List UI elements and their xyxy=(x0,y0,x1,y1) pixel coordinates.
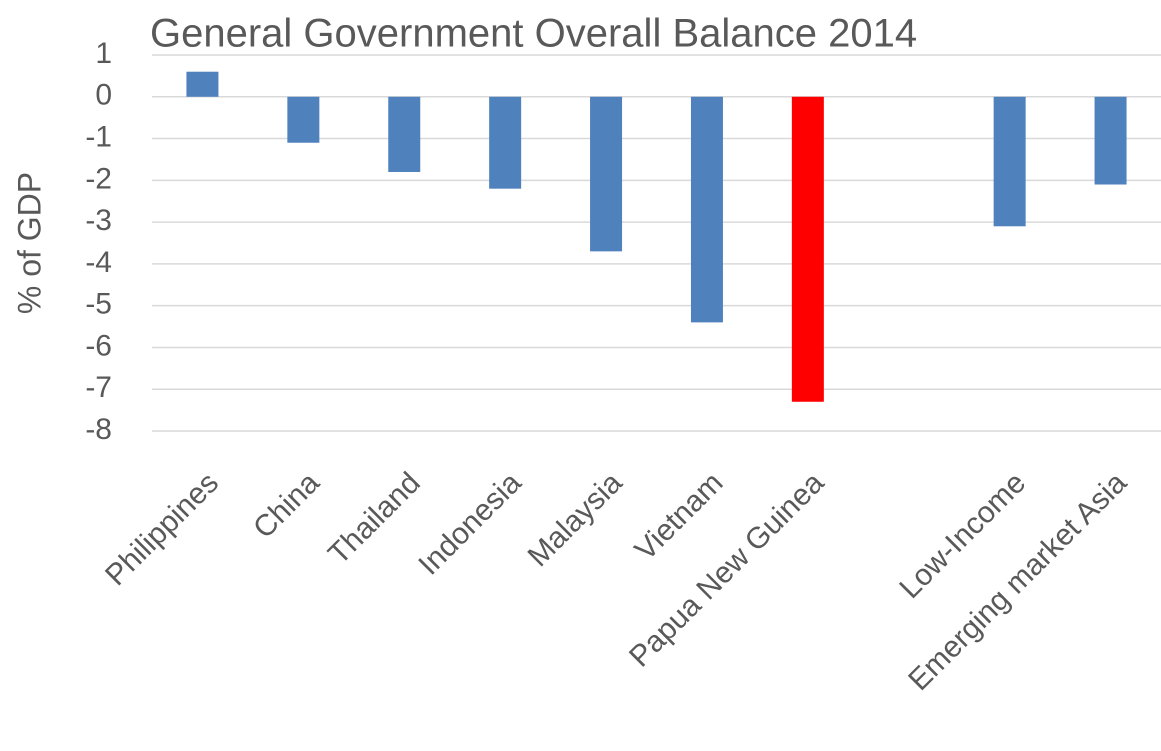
y-tick-label: 0 xyxy=(95,79,112,112)
bar xyxy=(287,96,320,143)
bar xyxy=(993,96,1026,227)
y-tick-label: -3 xyxy=(85,204,112,237)
x-tick-label: Thailand xyxy=(322,466,427,571)
bar xyxy=(489,96,522,189)
x-tick-label: Indonesia xyxy=(412,466,528,582)
x-tick-label: Philippines xyxy=(99,466,225,592)
x-tick-label: China xyxy=(247,466,326,545)
bar xyxy=(791,96,824,402)
x-tick-label: Papua New Guinea xyxy=(623,466,831,674)
y-tick-label: -5 xyxy=(85,288,112,321)
y-tick-label: -4 xyxy=(85,246,112,279)
x-tick-label: Malaysia xyxy=(522,466,629,573)
x-tick-label: Vietnam xyxy=(629,466,730,567)
y-tick-label: -1 xyxy=(85,120,112,153)
y-tick-label: -7 xyxy=(85,371,112,404)
bar xyxy=(1094,96,1127,185)
bar xyxy=(388,96,421,172)
bar xyxy=(186,71,219,97)
y-tick-label: -2 xyxy=(85,162,112,195)
y-tick-label: -6 xyxy=(85,329,112,362)
y-tick-label: 1 xyxy=(95,37,112,70)
bar xyxy=(590,96,623,252)
bar xyxy=(690,96,723,323)
chart-title: General Government Overall Balance 2014 xyxy=(150,12,917,56)
y-tick-label: -8 xyxy=(85,413,112,446)
y-axis-label: % of GDP xyxy=(11,172,47,314)
